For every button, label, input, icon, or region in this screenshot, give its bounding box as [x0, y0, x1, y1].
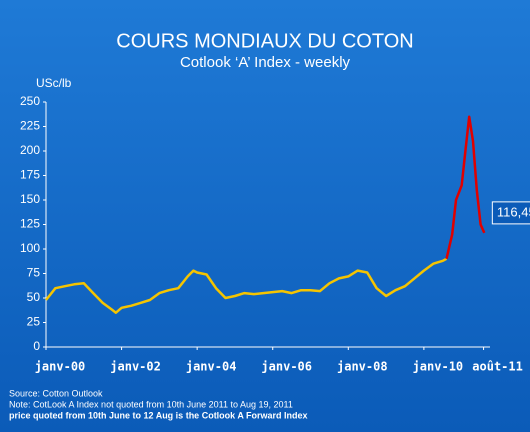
note: price quoted from 10th June to 12 Aug is… [9, 410, 308, 420]
x-tick-label: janv-00 [35, 360, 86, 374]
y-tick-label: 225 [20, 119, 40, 133]
y-tick-label: 175 [20, 168, 40, 182]
y-tick-label: 250 [20, 94, 40, 108]
y-tick-label: 25 [27, 315, 41, 329]
y-tick-label: 125 [20, 217, 40, 231]
y-tick-label: 200 [20, 143, 40, 157]
chart-title: COURS MONDIAUX DU COTON [116, 30, 413, 52]
y-tick-label: 0 [33, 339, 40, 353]
y-tick-label: 150 [20, 192, 40, 206]
annotation-box [491, 201, 530, 225]
x-tick-label: janv-02 [110, 360, 161, 374]
y-tick-label: 100 [20, 241, 40, 255]
y-tick-label: 50 [27, 290, 41, 304]
line [445, 115, 486, 260]
x-tick-label: août-11 [472, 360, 523, 374]
note: Source: Cotton Outlook [9, 388, 103, 398]
note: Note: CotLook A Index not quoted from 10… [9, 399, 293, 409]
line [45, 257, 448, 314]
x-tick-label: janv-06 [261, 360, 312, 374]
chart-subtitle: Cotlook ‘A’ Index - weekly [180, 54, 351, 71]
x-tick-label: janv-04 [186, 360, 237, 374]
y-tick-label: 75 [27, 266, 41, 280]
annotation: 116,45 [497, 204, 530, 219]
x-tick-label: janv-10 [413, 360, 464, 374]
x-tick-label: janv-08 [337, 360, 388, 374]
y-axis-label: USc/lb [36, 76, 72, 90]
